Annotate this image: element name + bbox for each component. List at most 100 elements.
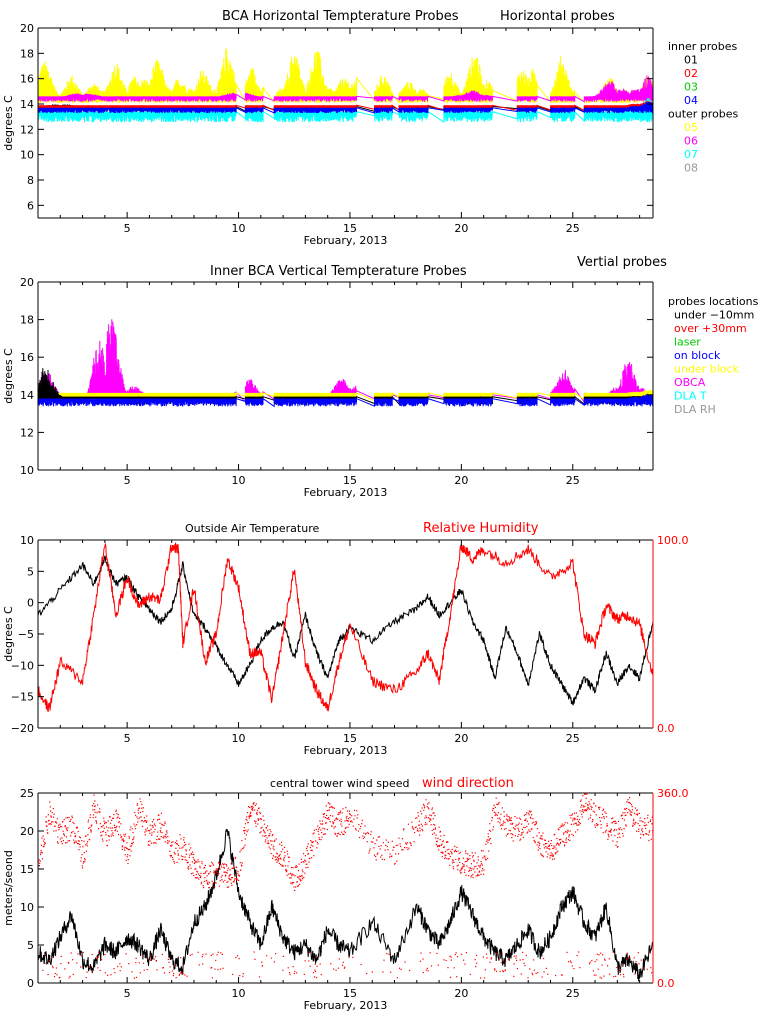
chart-title-right: Vertial probes [577, 255, 667, 270]
y-tick-label: 10 [20, 901, 34, 914]
y-tick-label: 16 [20, 73, 34, 86]
y2-tick-label: 100.0 [657, 534, 689, 547]
x-tick-label: 10 [232, 732, 246, 745]
x-tick-label: 25 [566, 987, 580, 1000]
chart-panel-2: 5 10 15 20 25 10 12 14 16 18 20 February, 2013 degre… [2, 255, 759, 499]
x-tick-label: 5 [124, 732, 131, 745]
x-tick-label: 25 [566, 474, 580, 487]
series-3-1 [38, 555, 653, 706]
chart-title-right: Relative Humidity [423, 521, 539, 536]
y-tick-label: 20 [20, 276, 34, 289]
plot-area-2 [38, 319, 653, 408]
series-2-1 [38, 319, 653, 404]
series-1-6 [38, 102, 653, 114]
legend-item: 05 [684, 121, 698, 134]
y-axis-label: degrees C [2, 606, 15, 662]
y-tick-label: 12 [20, 123, 34, 136]
y-tick-label: 0 [27, 597, 34, 610]
x-tick-label: 5 [124, 222, 131, 235]
y-tick-label: −15 [11, 691, 34, 704]
x-axis-label: February, 2013 [304, 999, 388, 1012]
chart-title: Outside Air Temperature [185, 522, 319, 535]
legend-item: DLA T [674, 390, 707, 403]
y-tick-label: −20 [11, 722, 34, 735]
y-tick-label: 12 [20, 426, 34, 439]
series-4-1 [38, 828, 653, 982]
x-tick-label: 15 [343, 474, 357, 487]
chart-title: Inner BCA Vertical Tempterature Probes [210, 264, 467, 279]
y-axis-label: meters/seond [2, 850, 15, 926]
legend-item: under −10mm [674, 309, 754, 322]
y-tick-label: 15 [20, 863, 34, 876]
legend-header: outer probes [668, 108, 739, 121]
x-tick-label: 20 [454, 222, 468, 235]
chart-title: central tower wind speed [270, 777, 409, 790]
series-2-4 [38, 393, 653, 408]
legend-item: 06 [684, 135, 698, 148]
legend-item: 07 [684, 148, 698, 161]
y-tick-label: 14 [20, 98, 34, 111]
y-tick-label: 10 [20, 464, 34, 477]
x-axis-label: February, 2013 [304, 234, 388, 247]
x-tick-label: 25 [566, 222, 580, 235]
y-tick-label: 14 [20, 389, 34, 402]
y-tick-label: 20 [20, 22, 34, 35]
legend-item: on block [674, 349, 721, 362]
y-tick-label: 8 [27, 174, 34, 187]
x-tick-label: 20 [454, 987, 468, 1000]
legend-header: probes locations [668, 295, 759, 308]
chart-panel-4: 5 10 15 20 25 0 5 10 15 20 25 360.0 0.0 February, 201… [2, 776, 689, 1012]
legend-item: laser [674, 336, 701, 349]
y-tick-label: −10 [11, 659, 34, 672]
x-axis-label: February, 2013 [304, 486, 388, 499]
x-axis-label: February, 2013 [304, 744, 388, 757]
y-tick-label: 18 [20, 314, 34, 327]
legend-item: under block [674, 363, 740, 376]
y-tick-label: 0 [27, 977, 34, 990]
y-tick-label: 16 [20, 351, 34, 364]
x-tick-label: 25 [566, 732, 580, 745]
plot-area-3 [38, 542, 653, 713]
x-tick-label: 10 [232, 474, 246, 487]
y-tick-label: −5 [18, 628, 34, 641]
x-tick-label: 15 [343, 222, 357, 235]
chart-panel-3: 5 10 15 20 25 −20 −15 −10 −5 0 5 10 100.0 0.0 February… [2, 521, 689, 757]
y-tick-label: 5 [27, 565, 34, 578]
x-tick-label: 5 [124, 474, 131, 487]
plot-area-4 [38, 793, 653, 983]
series-4-2 [38, 793, 653, 983]
x-tick-label: 15 [343, 987, 357, 1000]
legend-item: 03 [684, 81, 698, 94]
y2-tick-label: 0.0 [657, 977, 675, 990]
legend-item: 08 [684, 162, 698, 175]
series-1-1 [38, 47, 653, 105]
chart-title: BCA Horizontal Tempterature Probes [222, 9, 459, 24]
chart-title-right: wind direction [422, 776, 514, 791]
legend-item: DLA RH [674, 403, 716, 416]
chart-panel-1: 5 10 15 20 25 6 8 10 12 14 16 18 20 February, 2013 deg… [2, 9, 739, 247]
legend-item: over +30mm [674, 322, 747, 335]
series-3-2 [38, 542, 653, 713]
series-1-2 [38, 75, 653, 103]
x-tick-label: 15 [343, 732, 357, 745]
legend-item: 02 [684, 67, 698, 80]
x-tick-label: 20 [454, 474, 468, 487]
chart-title-right: Horizontal probes [500, 9, 615, 24]
plot-area-1 [38, 47, 653, 124]
legend-item: 01 [684, 54, 698, 67]
y2-tick-label: 0.0 [657, 722, 675, 735]
x-tick-label: 10 [232, 222, 246, 235]
legend-item: OBCA [674, 376, 706, 389]
y-tick-label: 10 [20, 149, 34, 162]
y-tick-label: 10 [20, 534, 34, 547]
y-tick-label: 6 [27, 199, 34, 212]
y-axis-label: degrees C [2, 95, 15, 151]
y-tick-label: 18 [20, 47, 34, 60]
legend-header: inner probes [668, 40, 738, 53]
y-axis-label: degrees C [2, 348, 15, 404]
x-tick-label: 5 [124, 987, 131, 1000]
y-tick-label: 5 [27, 939, 34, 952]
x-tick-label: 20 [454, 732, 468, 745]
x-tick-label: 10 [232, 987, 246, 1000]
